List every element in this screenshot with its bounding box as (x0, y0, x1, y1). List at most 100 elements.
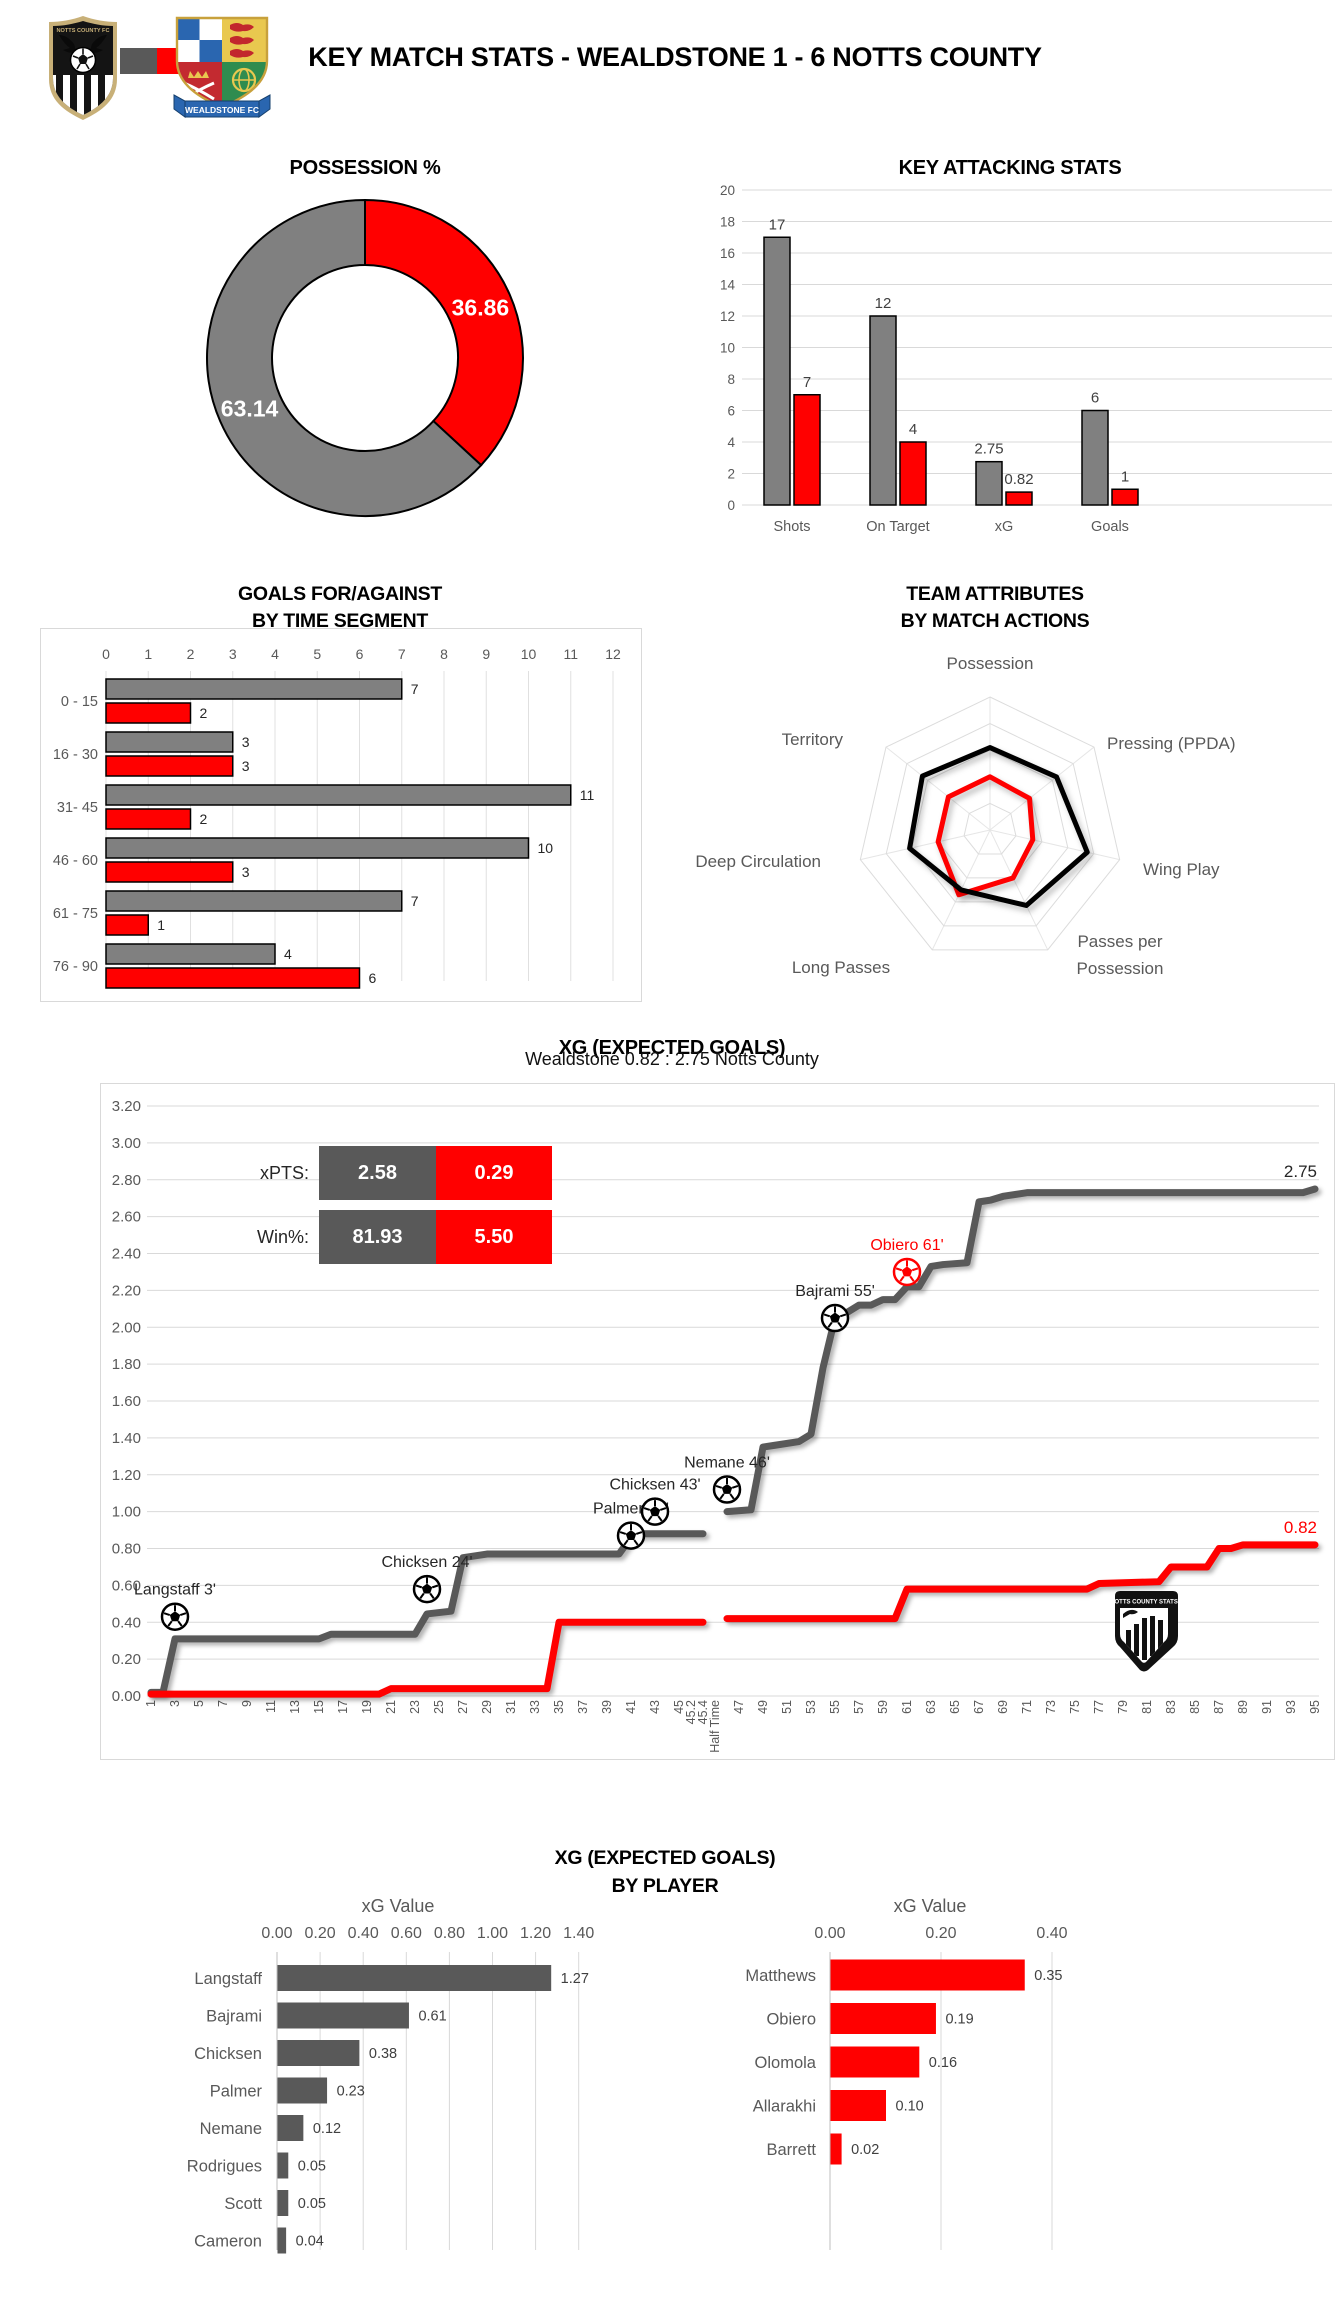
player-bar (277, 2040, 360, 2066)
chart-shape (167, 1620, 173, 1627)
chart-text: Possession (1077, 959, 1164, 978)
chart-text: 83 (1164, 1700, 1178, 1714)
chart-text: 16 (720, 246, 735, 261)
chart-text: 0.80 (112, 1541, 141, 1558)
time-segment-title-line2: BY TIME SEGMENT (251, 610, 429, 633)
chart-shape (431, 1584, 439, 1589)
chart-text: 31- 45 (57, 800, 98, 816)
chart-text: 76 - 90 (53, 959, 98, 975)
chart-text: Wing Play (1143, 860, 1220, 879)
bar-wealdstone (105, 861, 234, 883)
wealdstone-crest-quarters (177, 18, 267, 107)
chart-text: Possession (947, 654, 1034, 673)
xg-timeline-subtitle: Wealdstone 0.82 : 2.75 Notts County (525, 1049, 819, 1069)
magpie-icon (1123, 1609, 1138, 1618)
chart-shape (839, 1313, 847, 1318)
chart-shape (625, 1530, 637, 1540)
goal-ball-icon (160, 1602, 190, 1631)
chart-text: 2 (727, 467, 735, 482)
chart-text: 4 (727, 435, 735, 450)
chart-text: 2 (200, 811, 208, 827)
chart-text: 7 (411, 893, 419, 909)
chart-text: 0.40 (1036, 1925, 1067, 1942)
chart-text: Chicksen (194, 2045, 262, 2063)
chart-text: 0.19 (945, 2012, 973, 2028)
chart-text: 0.00 (112, 1688, 141, 1705)
chart-shape (829, 1312, 841, 1323)
donut-slice (206, 198, 483, 517)
bar-notts (869, 315, 897, 506)
possession-title: POSSESSION % (289, 156, 441, 179)
chart-text: 35 (552, 1700, 566, 1714)
chart-text: 12 (875, 295, 892, 312)
xg-player-title-line2: BY PLAYER (611, 1875, 719, 1898)
bar-wealdstone (1111, 488, 1139, 506)
chart-text: 2 (200, 705, 208, 721)
chart-text: 6 (369, 970, 377, 986)
chart-text: Bajrami 55' (795, 1283, 875, 1300)
stats-badge-label: NOTTS COUNTY STATS (1110, 1600, 1178, 1606)
chart-text: 73 (1044, 1700, 1058, 1714)
chart-shape (421, 1583, 433, 1594)
chart-text: 23 (408, 1700, 422, 1714)
chart-text: 2.80 (112, 1172, 141, 1189)
chart-text: 77 (1092, 1700, 1106, 1714)
chart-text: Passes per (1077, 932, 1162, 951)
chart-text: Obiero (766, 2011, 816, 2029)
chart-shape (731, 1484, 739, 1489)
chart-text: 4 (909, 421, 917, 438)
chart-shape (911, 1267, 919, 1272)
chart-shape (901, 1266, 913, 1277)
chart-text: 61 (900, 1700, 914, 1714)
chart-text: 63 (924, 1700, 938, 1714)
chart-text: 79 (1116, 1700, 1130, 1714)
chart-text: 1 (1121, 468, 1129, 485)
chart-text: 10 (521, 646, 537, 662)
bar-notts (975, 460, 1003, 506)
chart-text: 6 (727, 404, 735, 419)
chart-text: 0.60 (112, 1577, 141, 1594)
chart-text: 2.60 (112, 1209, 141, 1226)
chart-text: 45.2 (684, 1700, 698, 1724)
goal-ball-icon (820, 1303, 850, 1333)
player-bar (277, 2115, 304, 2141)
goal-ball-icon (712, 1475, 742, 1504)
chart-shape (895, 1267, 903, 1272)
chart-text: 1 (157, 917, 165, 933)
chart-text: 3 (242, 864, 250, 880)
chart-text: xG Value (894, 1896, 967, 1916)
chart-text: 95 (1308, 1700, 1322, 1714)
chart-text: 1.60 (112, 1393, 141, 1410)
chart-text: Cameron (194, 2233, 262, 2251)
bar-notts (105, 837, 530, 859)
magpie-icon (59, 35, 76, 53)
player-bar (277, 2190, 289, 2216)
chart-shape (989, 829, 1120, 861)
chart-text: Olomola (755, 2054, 817, 2072)
chart-text: On Target (866, 519, 929, 535)
chart-text: 46 - 60 (53, 853, 98, 869)
bar-wealdstone (105, 914, 149, 936)
chart-text: Rodrigues (187, 2158, 262, 2176)
goal-ball-icon (892, 1257, 922, 1287)
page-title: KEY MATCH STATS - WEALDSTONE 1 - 6 NOTTS… (308, 42, 1042, 73)
chart-text: 0.20 (305, 1925, 336, 1942)
chart-text: Langstaff 3' (134, 1582, 216, 1599)
chart-text: Nemane 46' (684, 1455, 770, 1472)
player-bar (830, 2003, 936, 2034)
chart-shape (179, 1612, 187, 1616)
chart-text: 3 (229, 646, 237, 662)
chart-text: 4 (284, 946, 292, 962)
chart-shape (837, 1321, 843, 1328)
chart-text: 51 (780, 1700, 794, 1714)
chart-text: 0.12 (313, 2121, 341, 2137)
xpts-label: xPTS: (259, 1163, 309, 1183)
player-bar (830, 2090, 886, 2121)
xpts-legend-row: xPTS: 2.58 0.29 (213, 1146, 552, 1200)
chart-text: 1 (144, 1700, 158, 1707)
chart-text: 15 (312, 1700, 326, 1714)
radar-polygon (935, 774, 1036, 898)
chart-text: 1.40 (563, 1925, 594, 1942)
win-notts-value: 81.93 (319, 1210, 436, 1264)
